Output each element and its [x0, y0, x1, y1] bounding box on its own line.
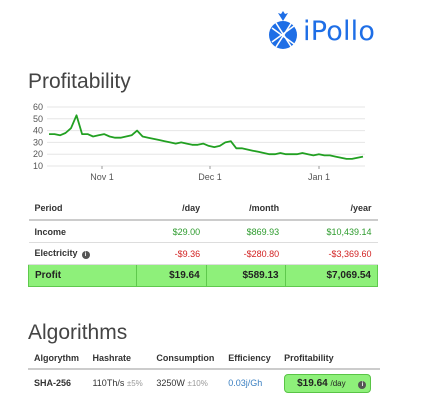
col-hashrate: Hashrate [86, 348, 151, 370]
consumption-value: 3250W [156, 378, 185, 388]
col-day: /day [136, 197, 207, 221]
profit-badge: $19.64 /day i [284, 373, 372, 393]
algorithms-title: Algorithms [28, 321, 128, 344]
pineapple-logo-icon [269, 11, 297, 49]
consumption-cell: 3250W ±10% [150, 369, 222, 396]
income-year: $10,439.14 [285, 220, 378, 243]
table-row: SHA-256 110Th/s ±5% 3250W ±10% 0.03j/Gh … [28, 369, 380, 396]
hashrate-cell: 110Th/s ±5% [86, 369, 150, 396]
algorithms-table: Algorythm Hashrate Consumption Efficienc… [28, 348, 380, 396]
x-tick-label: Dec 1 [198, 172, 222, 182]
consumption-tolerance: ±10% [187, 379, 208, 388]
income-label: Income [28, 220, 137, 243]
profit-year: $7,069.54 [284, 264, 379, 287]
y-tick-label: 10 [33, 161, 43, 171]
y-tick-label: 40 [33, 126, 43, 136]
profit-row: Profit $19.64 $589.13 $7,069.54 [28, 264, 379, 287]
income-day: $29.00 [136, 220, 207, 243]
col-month: /month [206, 197, 286, 221]
algorithm-name: SHA-256 [34, 378, 72, 388]
info-icon[interactable]: i [358, 380, 367, 389]
profitability-table: Period /day /month /year Income $29.00 $… [28, 197, 379, 287]
col-algorithm: Algorythm [28, 348, 87, 370]
col-period: Period [28, 197, 137, 221]
table-header-row: Period /day /month /year [28, 197, 378, 221]
col-profitability: Profitability [278, 348, 380, 370]
x-tick-label: Jan 1 [308, 172, 330, 182]
income-row: Income $29.00 $869.93 $10,439.14 [28, 220, 378, 243]
efficiency-value: 0.03j/Gh [228, 378, 263, 388]
y-tick-label: 60 [33, 102, 43, 112]
hashrate-value: 110Th/s [92, 378, 125, 388]
info-icon[interactable]: i [81, 251, 90, 259]
col-year: /year [285, 197, 378, 221]
electricity-year: -$3,369.60 [285, 242, 378, 265]
col-efficiency: Efficiency [222, 348, 279, 370]
profitability-cell: $19.64 /day i [278, 369, 380, 396]
profitability-series-line [49, 114, 364, 160]
y-tick-label: 50 [33, 114, 43, 124]
x-tick-label: Nov 1 [90, 172, 114, 182]
table-header-row: Algorythm Hashrate Consumption Efficienc… [28, 348, 380, 370]
income-month: $869.93 [206, 220, 286, 243]
profit-day: $19.64 [135, 264, 207, 287]
profitability-title: Profitability [28, 70, 131, 93]
profit-badge-period: /day [330, 378, 346, 388]
col-consumption: Consumption [150, 348, 223, 370]
y-tick-label: 20 [33, 149, 43, 159]
brand-name: iPollo [303, 15, 376, 47]
y-tick-label: 30 [33, 137, 43, 147]
profit-badge-value: $19.64 [297, 377, 328, 389]
brand-logo[interactable]: iPollo [266, 8, 375, 54]
electricity-label: Electricity [34, 248, 78, 258]
electricity-row: Electricity i -$9.36 -$280.80 -$3,369.60 [28, 242, 378, 265]
profit-label: Profit [28, 264, 137, 287]
hashrate-tolerance: ±5% [126, 379, 143, 388]
electricity-month: -$280.80 [206, 242, 286, 265]
electricity-day: -$9.36 [136, 242, 207, 265]
electricity-cell: Electricity i [28, 242, 137, 265]
profit-month: $589.13 [205, 264, 286, 287]
